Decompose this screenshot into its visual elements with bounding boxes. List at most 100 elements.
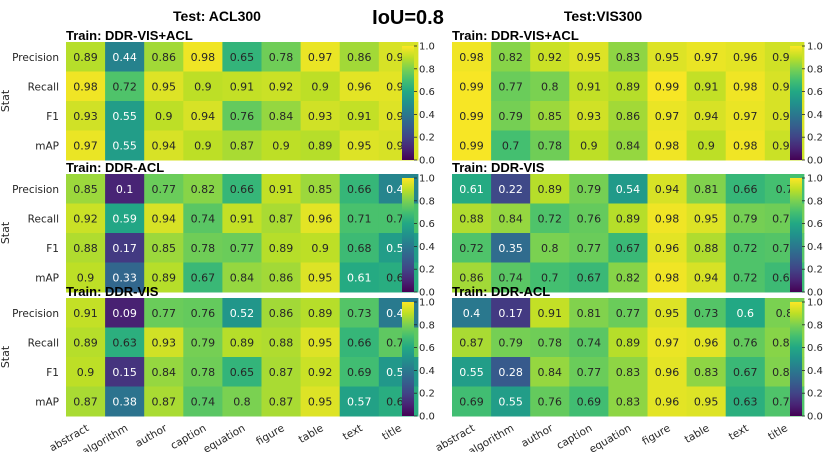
heatmap-cell — [647, 386, 688, 417]
column-tick-label: algorithm — [466, 422, 516, 452]
cell-value-label: 0.88 — [694, 242, 719, 255]
cell-value-label: 0.89 — [308, 139, 333, 152]
panel-title: Train: DDR-ACL — [66, 160, 164, 175]
cell-value-label: 0.89 — [73, 51, 98, 64]
row-tick-label: mAP — [35, 140, 59, 152]
colorbar-tick-label: 0.6 — [807, 87, 823, 98]
heatmap-cell — [686, 327, 727, 358]
heatmap-cell — [686, 203, 727, 234]
heatmap-cell — [222, 298, 262, 328]
cell-value-label: 0.78 — [538, 336, 563, 349]
cell-value-label: 0.87 — [230, 139, 255, 152]
right-column-title: Test:VIS300 — [564, 8, 643, 24]
heatmap-cell — [261, 101, 302, 131]
heatmap-cell — [144, 174, 184, 204]
cell-value-label: 0.93 — [152, 336, 177, 349]
heatmap-cell — [647, 71, 688, 102]
cell-value-label: 0.78 — [191, 242, 216, 255]
colorbar-tick-label: 0.0 — [807, 412, 823, 423]
colorbar-tick-label: 0.8 — [807, 320, 823, 331]
heatmap-cell — [647, 42, 688, 72]
cell-value-label: 0.09 — [112, 307, 137, 320]
heatmap-cell — [144, 130, 184, 161]
cell-value-label: 0.78 — [191, 366, 216, 379]
heatmap-cell — [608, 357, 648, 387]
cell-value-label: 0.87 — [269, 366, 294, 379]
heatmap-cell — [530, 101, 570, 131]
colorbar-tick-label: 0.2 — [807, 133, 823, 144]
heatmap-cell — [491, 233, 531, 263]
cell-value-label: 0.91 — [230, 80, 255, 93]
heatmap-cell — [491, 71, 531, 102]
cell-value-label: 0.72 — [538, 212, 563, 225]
cell-value-label: 0.35 — [498, 242, 523, 255]
cell-value-label: 0.89 — [616, 212, 641, 225]
heatmap-cell — [183, 203, 223, 234]
cell-value-label: 0.77 — [230, 242, 255, 255]
heatmap-cell — [647, 233, 688, 263]
heatmap-cell — [569, 71, 609, 102]
cell-value-label: 0.89 — [269, 242, 294, 255]
cell-value-label: 0.88 — [459, 212, 484, 225]
colorbar-tick-label: 0.2 — [419, 389, 435, 400]
cell-value-label: 0.57 — [347, 395, 372, 408]
heatmap-cell — [608, 298, 648, 328]
heatmap-cell — [300, 262, 341, 293]
cell-value-label: 0.6 — [737, 307, 755, 320]
cell-value-label: 0.92 — [538, 51, 563, 64]
cell-value-label: 0.9 — [194, 80, 212, 93]
heatmap-cell — [686, 174, 727, 204]
row-tick-label: Recall — [28, 81, 59, 93]
cell-value-label: 0.73 — [694, 307, 719, 320]
cell-value-label: 0.66 — [230, 183, 255, 196]
cell-value-label: 0.67 — [191, 271, 216, 284]
row-tick-label: mAP — [35, 272, 59, 284]
column-tick-label: text — [341, 422, 365, 443]
colorbar — [402, 178, 414, 292]
cell-value-label: 0.95 — [577, 51, 602, 64]
cell-value-label: 0.96 — [347, 80, 372, 93]
cell-value-label: 0.85 — [538, 110, 563, 123]
cell-value-label: 0.79 — [191, 336, 216, 349]
colorbar-tick-label: 0.0 — [807, 156, 823, 167]
heatmap-cell — [686, 357, 727, 387]
heatmap-cell — [608, 130, 648, 161]
cell-value-label: 0.67 — [616, 242, 641, 255]
heatmap-cell — [261, 357, 302, 387]
heatmap-cell — [608, 174, 648, 204]
row-tick-label: F1 — [46, 367, 59, 379]
colorbar — [402, 302, 414, 416]
cell-value-label: 0.84 — [616, 139, 641, 152]
heatmap-cell — [725, 203, 766, 234]
heatmap-cell — [569, 203, 609, 234]
heatmap-panel: Train: DDR-VIS 0.61 0.22 0.89 0.79 0.54 0.94 0.… — [452, 160, 823, 299]
colorbar-tick-label: 0.0 — [807, 288, 823, 299]
colorbar-tick-label: 0.4 — [807, 366, 823, 377]
colorbar-tick-label: 0.8 — [419, 196, 435, 207]
cell-value-label: 0.77 — [577, 366, 602, 379]
heatmap-cell — [725, 101, 766, 131]
cell-value-label: 0.87 — [152, 395, 177, 408]
heatmap-cell — [452, 101, 492, 131]
heatmap-cell — [686, 298, 727, 328]
heatmap-cell — [300, 130, 341, 161]
cell-value-label: 0.88 — [269, 336, 294, 349]
column-tick-label: author — [519, 422, 556, 450]
cell-value-label: 0.86 — [269, 307, 294, 320]
colorbar-tick-label: 1.0 — [419, 298, 435, 309]
cell-value-label: 0.99 — [459, 110, 484, 123]
cell-value-label: 0.82 — [498, 51, 523, 64]
heatmap-cell — [261, 233, 302, 263]
heatmap-cell — [452, 42, 492, 72]
cell-value-label: 0.84 — [269, 110, 294, 123]
cell-value-label: 0.76 — [538, 395, 563, 408]
cell-value-label: 0.38 — [112, 395, 137, 408]
heatmap-cell — [339, 357, 380, 387]
heatmap-cell — [530, 233, 570, 263]
heatmap-cell — [491, 327, 531, 358]
panel-title: Train: DDR-ACL — [452, 284, 550, 299]
heatmap-cell — [491, 101, 531, 131]
cell-value-label: 0.96 — [655, 242, 680, 255]
cell-value-label: 0.97 — [733, 110, 758, 123]
